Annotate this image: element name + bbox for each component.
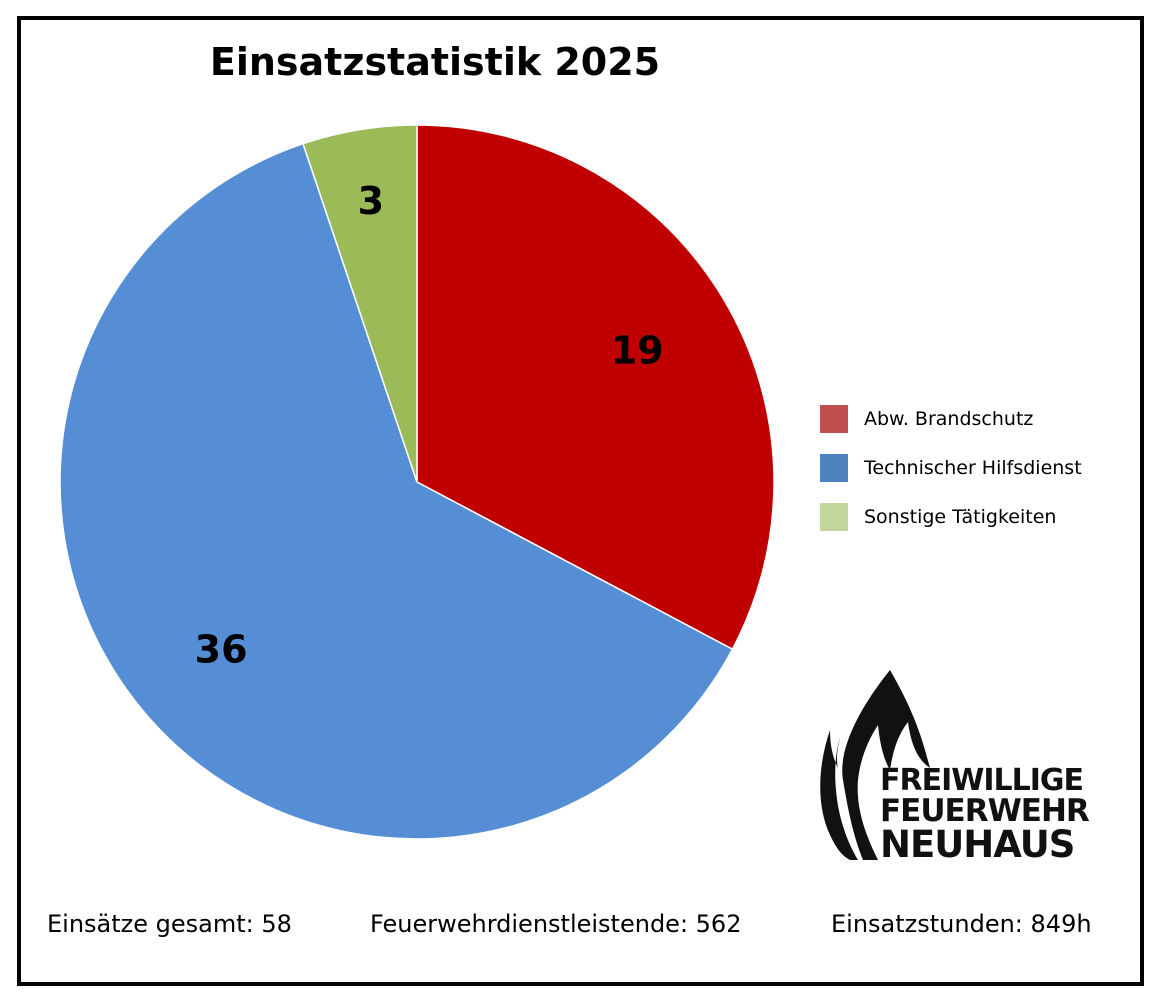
legend-swatch <box>820 405 848 433</box>
slice-hilfsdienst <box>59 142 734 840</box>
legend-label: Technischer Hilfsdienst <box>864 457 1082 479</box>
footer-dienstleistende: Feuerwehrdienstleistende: 562 <box>370 910 742 938</box>
footer-einsaetze: Einsätze gesamt: 58 <box>47 910 292 938</box>
data-label: 19 <box>611 328 664 372</box>
slice-brandschutz <box>416 124 775 651</box>
chart-title: Einsatzstatistik 2025 <box>209 40 661 84</box>
legend-item-brandschutz: Abw. Brandschutz <box>820 404 1082 434</box>
flame-icon <box>820 670 930 860</box>
logo-line-3: NEUHAUS <box>880 823 1075 866</box>
data-label: 3 <box>358 179 384 223</box>
footer-stunden: Einsatzstunden: 849h <box>831 910 1092 938</box>
chart-legend: Abw. Brandschutz Technischer Hilfsdienst… <box>820 404 1082 551</box>
logo-line-1: FREIWILLIGE <box>880 763 1084 798</box>
fire-department-logo: FREIWILLIGE FEUERWEHR NEUHAUS <box>818 670 1118 865</box>
slice-sonstige <box>302 124 418 483</box>
logo-line-2: FEUERWEHR <box>880 793 1090 829</box>
legend-item-hilfsdienst: Technischer Hilfsdienst <box>820 453 1082 483</box>
legend-swatch <box>820 454 848 482</box>
legend-item-sonstige: Sonstige Tätigkeiten <box>820 502 1082 532</box>
data-label: 36 <box>195 627 248 671</box>
legend-label: Sonstige Tätigkeiten <box>864 506 1057 528</box>
legend-label: Abw. Brandschutz <box>864 408 1034 430</box>
legend-swatch <box>820 503 848 531</box>
